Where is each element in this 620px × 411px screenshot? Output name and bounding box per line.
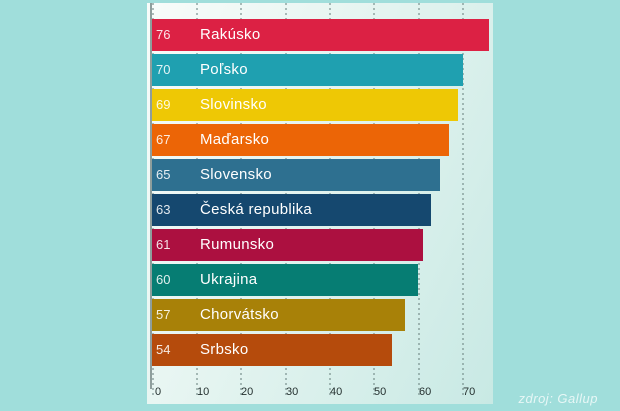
bar-row: 70 Poľsko [152, 54, 463, 86]
x-tick-label-20: 20 [241, 386, 254, 398]
bar-value-label: 61 [156, 237, 171, 252]
bar-category-label: Poľsko [200, 61, 248, 78]
bar-row: 67 Maďarsko [152, 124, 449, 156]
bar-row: 54 Srbsko [152, 334, 392, 366]
bar-row: 57 Chorvátsko [152, 299, 405, 331]
bar-value-label: 70 [156, 62, 171, 77]
bar-category-label: Rakúsko [200, 26, 261, 43]
x-tick-label-70: 70 [463, 386, 476, 398]
bar-row: 76 Rakúsko [152, 19, 489, 51]
bar-category-label: Rumunsko [200, 236, 275, 253]
bar-row: 61 Rumunsko [152, 229, 423, 261]
source-credit: zdroj: Gallup [518, 391, 598, 406]
bar-row: 69 Slovinsko [152, 89, 458, 121]
bar-category-label: Slovensko [200, 166, 272, 183]
bar-value-label: 76 [156, 27, 171, 42]
x-tick-label-10: 10 [197, 386, 210, 398]
bar-row: 65 Slovensko [152, 159, 440, 191]
bar-category-label: Chorvátsko [200, 306, 279, 323]
bar-value-label: 60 [156, 272, 171, 287]
bar-value-label: 65 [156, 167, 171, 182]
x-tick-label-40: 40 [330, 386, 343, 398]
bar-value-label: 63 [156, 202, 171, 217]
x-tick-label-30: 30 [286, 386, 299, 398]
bar-value-label: 69 [156, 97, 171, 112]
bar-row: 63 Česká republika [152, 194, 431, 226]
bar-value-label: 67 [156, 132, 171, 147]
bar-category-label: Srbsko [200, 341, 249, 358]
bar-category-label: Slovinsko [200, 96, 267, 113]
x-tick-label-60: 60 [419, 386, 432, 398]
x-tick-label-50: 50 [374, 386, 387, 398]
bar-category-label: Ukrajina [200, 271, 258, 288]
bar-category-label: Česká republika [200, 201, 313, 218]
x-tick-label-0: 0 [155, 386, 162, 398]
gridline-70 [462, 3, 464, 398]
bar-category-label: Maďarsko [200, 131, 270, 148]
bar-value-label: 57 [156, 307, 171, 322]
bar-value-label: 54 [156, 342, 171, 357]
y-axis-line [150, 3, 152, 389]
bar-row: 60 Ukrajina [152, 264, 418, 296]
